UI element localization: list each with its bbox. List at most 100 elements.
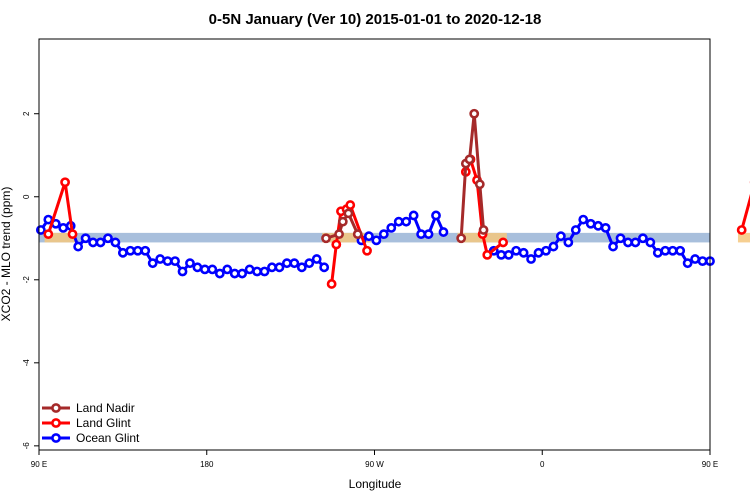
y-tick-label: -2: [22, 276, 31, 284]
x-tick-label: 90 W: [365, 460, 384, 469]
x-axis: 90 E 180 90 W 0 90 E: [31, 450, 718, 469]
data-point: [630, 237, 641, 248]
data-point: [570, 225, 581, 235]
series-line: [459, 113, 486, 239]
data-point: [608, 241, 618, 252]
data-point: [110, 237, 121, 248]
legend-marker: [51, 433, 61, 443]
data-point: [645, 237, 656, 248]
y-tick-label: 2: [22, 111, 31, 116]
x-tick-label: 90 E: [31, 460, 47, 469]
legend-entry: Land Nadir: [42, 401, 135, 415]
data-point: [95, 237, 106, 248]
data-point: [352, 229, 363, 240]
x-tick-label: 0: [540, 460, 545, 469]
data-point: [423, 229, 434, 240]
data-point: [615, 233, 626, 244]
data-point: [401, 216, 412, 227]
data-point: [555, 231, 566, 242]
data-point: [482, 249, 493, 260]
data-point: [237, 268, 248, 279]
y-tick-label: 0: [22, 194, 31, 199]
data-point: [192, 262, 203, 273]
y-tick-label: -4: [22, 359, 31, 367]
data-point: [274, 262, 285, 273]
data-point: [541, 245, 551, 256]
series-line: [740, 193, 750, 231]
legend-marker: [51, 403, 61, 413]
data-point: [304, 258, 315, 269]
data-point: [43, 229, 54, 240]
data-point: [281, 258, 292, 269]
land-shading: [322, 232, 371, 243]
data-point: [600, 222, 611, 233]
data-point: [58, 222, 69, 233]
data-point: [67, 229, 78, 240]
data-point: [563, 237, 574, 248]
data-point: [456, 233, 467, 244]
data-point: [362, 245, 372, 256]
data-point: [364, 231, 374, 242]
data-point: [125, 245, 136, 256]
data-point: [638, 233, 648, 244]
data-point: [73, 241, 84, 252]
data-point: [416, 229, 426, 240]
data-point: [326, 279, 337, 289]
data-point: [132, 245, 143, 256]
data-point: [682, 258, 693, 269]
data-point: [207, 264, 218, 275]
data-point: [185, 258, 195, 269]
data-point: [393, 216, 404, 227]
data-point: [252, 266, 262, 277]
legend-entry: Land Glint: [42, 416, 131, 430]
data-point: [431, 210, 441, 221]
data-point: [378, 229, 389, 240]
x-tick-label: 180: [200, 460, 214, 469]
data-point: [503, 249, 514, 260]
legend-marker: [51, 418, 61, 428]
data-point: [103, 233, 113, 244]
data-point: [498, 237, 509, 248]
data-point: [345, 200, 356, 210]
data-point: [526, 254, 536, 264]
y-tick-label: -6: [22, 442, 31, 450]
data-point: [585, 218, 596, 229]
data-point: [548, 241, 559, 252]
data-point: [229, 268, 240, 279]
x-tick-label: 90 E: [702, 460, 718, 469]
data-point: [736, 225, 747, 235]
data-point: [162, 256, 173, 267]
y-axis-label: XCO2 - MLO trend (ppm): [0, 187, 13, 322]
series-ocean-glint: [35, 210, 715, 279]
data-point: [386, 222, 397, 233]
data-point: [675, 245, 686, 256]
data-point: [518, 247, 529, 258]
data-point: [259, 266, 270, 277]
chart-title: 0-5N January (Ver 10) 2015-01-01 to 2020…: [209, 11, 542, 28]
data-point: [244, 264, 255, 275]
data-point: [533, 247, 544, 258]
data-point: [170, 256, 180, 267]
data-point: [337, 216, 348, 227]
data-point: [371, 235, 382, 246]
data-point: [474, 179, 485, 190]
legend-label: Ocean Glint: [76, 431, 140, 445]
series-layer: [35, 108, 750, 289]
data-point: [697, 256, 708, 267]
data-point: [334, 229, 344, 240]
data-point: [478, 225, 489, 235]
data-point: [667, 245, 678, 256]
data-point: [660, 245, 671, 256]
data-point: [438, 227, 449, 237]
land-shading: [737, 232, 750, 243]
data-point: [289, 258, 300, 269]
data-point: [496, 249, 507, 260]
data-point: [88, 237, 98, 248]
data-point: [296, 262, 307, 273]
data-point: [623, 237, 633, 248]
data-point: [464, 154, 475, 165]
data-point: [331, 239, 342, 250]
data-point: [35, 225, 46, 235]
y-axis: -6 -4 -2 0 2: [22, 111, 39, 449]
data-point: [311, 254, 322, 264]
